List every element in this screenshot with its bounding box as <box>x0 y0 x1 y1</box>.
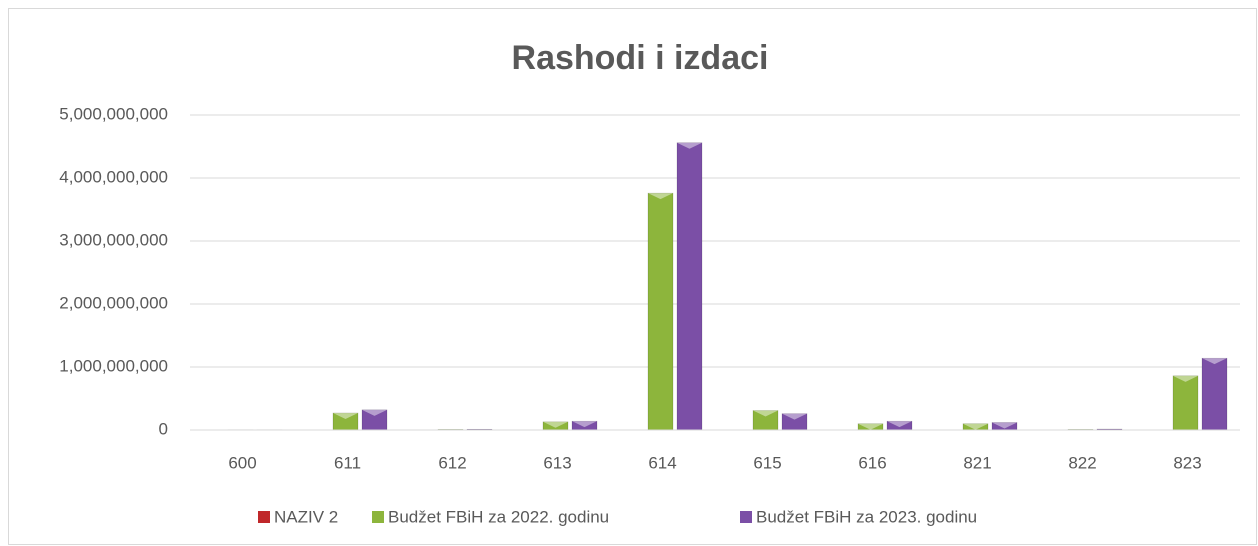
x-tick-label: 821 <box>963 453 991 472</box>
x-tick-label: 612 <box>438 453 466 472</box>
y-tick-label: 0 <box>159 419 168 438</box>
y-tick-label: 5,000,000,000 <box>59 104 168 123</box>
bar-bevel <box>648 193 673 200</box>
bar <box>752 410 779 431</box>
bar <box>1201 357 1228 431</box>
y-tick-label: 2,000,000,000 <box>59 293 168 312</box>
bar-bevel <box>362 409 387 416</box>
x-tick-label: 600 <box>228 453 256 472</box>
bar-bevel <box>1202 358 1227 365</box>
bar <box>332 412 359 431</box>
bar <box>361 409 388 431</box>
bar-body <box>1172 375 1199 431</box>
bar <box>781 413 808 431</box>
legend-label: Budžet FBiH za 2023. godinu <box>756 507 977 526</box>
bar <box>1172 375 1199 431</box>
bar <box>962 423 989 431</box>
chart-frame <box>8 8 1257 545</box>
bar-bevel <box>753 410 778 417</box>
bar <box>886 420 913 431</box>
bar <box>857 423 884 431</box>
bar <box>571 420 598 431</box>
x-tick-label: 614 <box>648 453 676 472</box>
bar-bevel <box>1173 375 1198 382</box>
bar-bevel <box>677 142 702 149</box>
bar-bevel <box>992 422 1017 429</box>
bar-body <box>647 192 674 431</box>
legend-swatch <box>740 511 752 523</box>
bar-bevel <box>887 421 912 428</box>
x-tick-label: 823 <box>1173 453 1201 472</box>
legend-swatch <box>258 511 270 523</box>
legend-label: Budžet FBiH za 2022. godinu <box>388 507 609 526</box>
y-tick-label: 3,000,000,000 <box>59 230 168 249</box>
bar <box>647 192 674 431</box>
bar-bevel <box>963 423 988 430</box>
bar <box>542 421 569 431</box>
x-tick-label: 615 <box>753 453 781 472</box>
y-tick-label: 1,000,000,000 <box>59 356 168 375</box>
bar-body <box>676 142 703 431</box>
bar-bevel <box>858 423 883 430</box>
bar-bevel <box>543 421 568 428</box>
chart-title: Rashodi i izdaci <box>512 39 769 77</box>
x-tick-label: 613 <box>543 453 571 472</box>
legend-swatch <box>372 511 384 523</box>
x-tick-label: 616 <box>858 453 886 472</box>
bar <box>991 422 1018 431</box>
y-tick-label: 4,000,000,000 <box>59 167 168 186</box>
bar-bevel <box>333 412 358 419</box>
x-tick-label: 822 <box>1068 453 1096 472</box>
x-tick-label: 611 <box>334 453 361 472</box>
legend-label: NAZIV 2 <box>274 507 338 526</box>
bar-bevel <box>572 421 597 428</box>
bar-body <box>1201 357 1228 431</box>
bar <box>676 142 703 431</box>
bar-bevel <box>782 413 807 420</box>
